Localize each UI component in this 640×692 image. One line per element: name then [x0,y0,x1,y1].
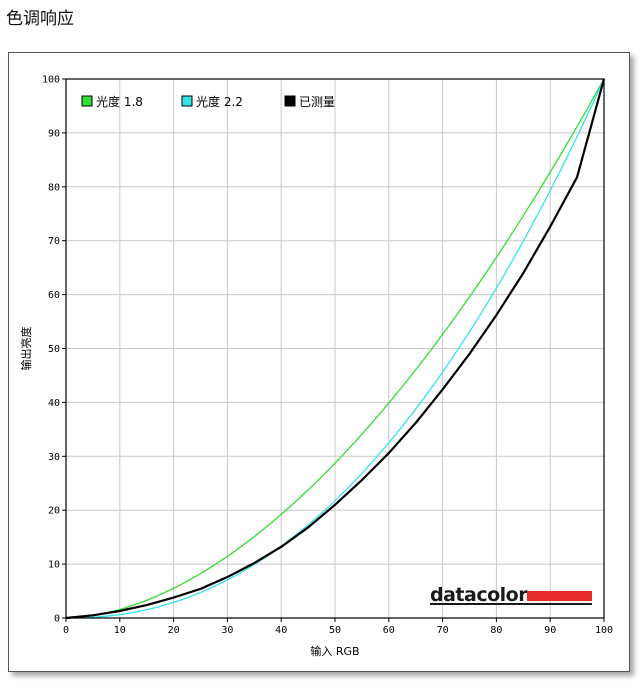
x-tick-label: 90 [544,625,556,636]
x-tick-label: 100 [595,625,613,636]
legend-label-1: 光度 1.8 [96,94,143,109]
y-tick-label: 20 [48,506,60,517]
y-axis-label: 输出亮度 [19,327,33,371]
logo-text: datacolor [430,584,528,606]
grid [65,78,605,619]
y-tick-label: 80 [48,182,60,193]
x-tick-label: 80 [490,625,502,636]
legend: 光度 1.8 光度 2.2 已测量 [81,94,335,109]
y-tick-label: 30 [48,452,60,463]
series-layer [65,78,606,620]
y-tick-label: 0 [54,614,60,625]
x-axis-label: 输入 RGB [310,644,359,658]
x-tick-label: 30 [221,625,233,636]
y-tick-label: 60 [48,290,60,301]
tick-labels: 0 10 20 30 40 50 60 70 80 90 100 0 10 20 30 40 50 60 70 80 9… [42,75,613,637]
legend-swatch-2 [181,95,193,107]
tone-response-chart: 0 10 20 30 40 50 60 70 80 90 100 0 10 20 30 40 50 60 70 80 9… [19,75,613,659]
chart-frame: 0 10 20 30 40 50 60 70 80 90 100 0 10 20 30 40 50 60 70 80 9… [8,52,630,672]
x-tick-label: 70 [437,625,449,636]
y-tick-label: 100 [42,75,60,86]
legend-label-3: 已测量 [299,95,335,109]
legend-swatch-1 [81,95,93,107]
series-line-2 [65,78,605,619]
y-tick-label: 90 [48,128,60,139]
page-title: 色调响应 [6,9,74,29]
datacolor-logo: datacolor [430,584,592,606]
axes [62,78,605,622]
legend-label-2: 光度 2.2 [196,94,243,109]
series-line-3 [65,78,606,620]
x-tick-label: 0 [63,625,69,636]
y-tick-label: 50 [48,344,60,355]
logo-bar [527,591,592,601]
x-tick-label: 20 [168,625,180,636]
x-tick-label: 60 [383,625,395,636]
x-tick-label: 50 [329,625,341,636]
x-tick-label: 10 [114,625,126,636]
x-tick-label: 40 [275,625,287,636]
y-tick-label: 10 [48,560,60,571]
legend-swatch-3 [284,95,296,107]
y-tick-label: 40 [48,398,60,409]
logo-underline [430,603,592,605]
series-line-1 [65,78,605,619]
y-tick-label: 70 [48,236,60,247]
